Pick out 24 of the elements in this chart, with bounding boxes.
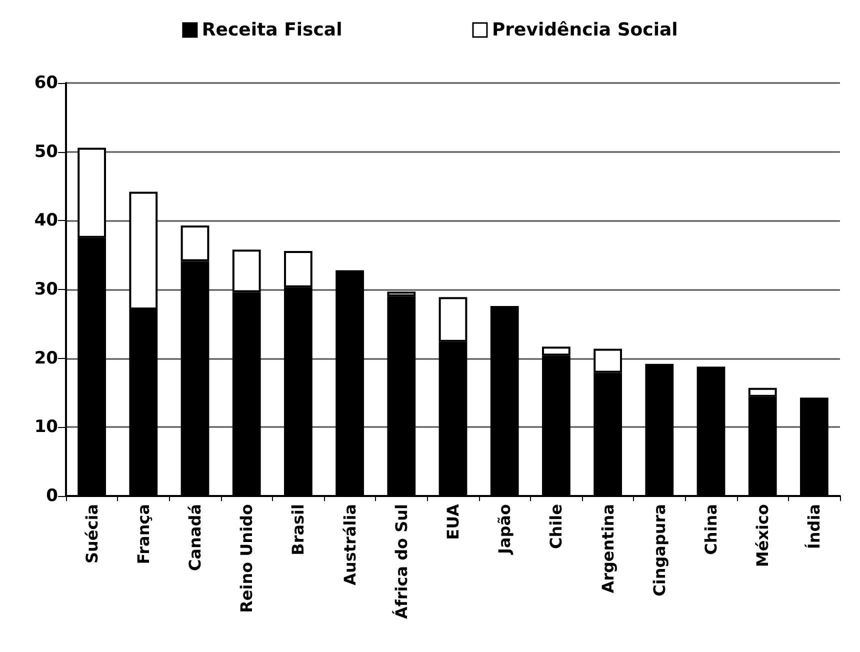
x-tick-label: México: [753, 504, 772, 568]
x-tick-label: China: [702, 504, 720, 555]
y-tick-label: 60: [34, 73, 58, 93]
x-tick-label: Cingapura: [650, 504, 669, 596]
x-tick-label: França: [134, 504, 153, 564]
x-tick-label: Canadá: [186, 504, 204, 571]
x-tick-label: EUA: [444, 503, 462, 540]
x-tick-label: Suécia: [82, 504, 102, 564]
x-tick-label: Brasil: [288, 504, 308, 556]
x-tick-label: Austrália: [340, 504, 360, 586]
y-tick-label: 20: [34, 348, 58, 368]
legend-label: Receita Fiscal: [202, 20, 342, 40]
y-tick-label: 0: [46, 486, 58, 506]
y-tick-label: 40: [34, 210, 58, 231]
x-tick-label: África do Sul: [392, 504, 411, 619]
y-tick-label: 50: [34, 142, 58, 162]
x-tick-label: Argentina: [598, 504, 618, 594]
x-tick-label: Índia: [804, 504, 824, 550]
x-tick-label: Reino Unido: [237, 504, 256, 613]
legend-label: Previdência Social: [492, 20, 678, 40]
x-tick-label: Japão: [495, 504, 514, 555]
x-tick-label: Chile: [546, 504, 566, 549]
y-tick-label: 10: [34, 417, 58, 438]
y-tick-label: 30: [34, 280, 58, 300]
